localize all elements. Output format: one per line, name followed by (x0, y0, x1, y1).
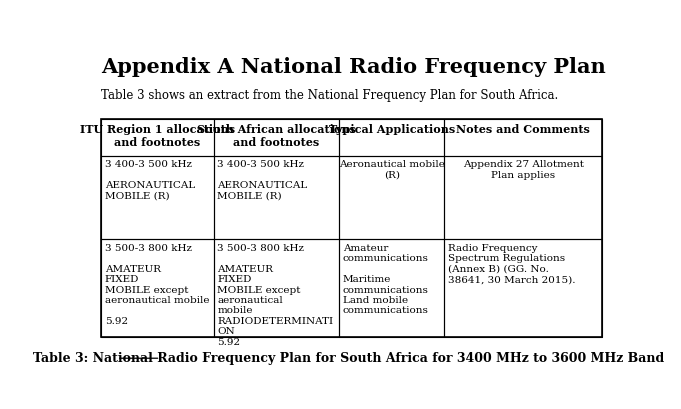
Text: Appendix 27 Allotment
Plan applies: Appendix 27 Allotment Plan applies (463, 160, 584, 179)
Text: 3 400-3 500 kHz

AERONAUTICAL
MOBILE (R): 3 400-3 500 kHz AERONAUTICAL MOBILE (R) (105, 160, 195, 200)
Text: Table 3 shows an extract from the National Frequency Plan for South Africa.: Table 3 shows an extract from the Nation… (101, 88, 558, 101)
Text: Typical Applications: Typical Applications (329, 124, 455, 135)
Text: 3 500-3 800 kHz

AMATEUR
FIXED
MOBILE except
aeronautical mobile

5.92: 3 500-3 800 kHz AMATEUR FIXED MOBILE exc… (105, 243, 209, 325)
Text: Notes and Comments: Notes and Comments (456, 124, 590, 135)
Text: 3 500-3 800 kHz

AMATEUR
FIXED
MOBILE except
aeronautical
mobile
RADIODETERMINAT: 3 500-3 800 kHz AMATEUR FIXED MOBILE exc… (217, 243, 334, 346)
Bar (214, 156, 339, 240)
Text: 3 400-3 500 kHz

AERONAUTICAL
MOBILE (R): 3 400-3 500 kHz AERONAUTICAL MOBILE (R) (217, 160, 308, 200)
Text: South African allocations
and footnotes: South African allocations and footnotes (197, 124, 356, 148)
Text: ITU Region 1 allocations
and footnotes: ITU Region 1 allocations and footnotes (80, 124, 235, 148)
Bar (339, 240, 445, 337)
Bar (445, 120, 602, 156)
Bar (214, 240, 339, 337)
Text: Table 3: National Radio Frequency Plan for South Africa for 3400 MHz to 3600 MHz: Table 3: National Radio Frequency Plan f… (33, 351, 665, 364)
Text: Amateur
communications

Maritime
communications
Land mobile
communications: Amateur communications Maritime communic… (343, 243, 428, 315)
Bar (101, 120, 602, 337)
Bar (101, 156, 214, 240)
Bar (445, 240, 602, 337)
Bar (339, 156, 445, 240)
Text: Radio Frequency
Spectrum Regulations
(Annex B) (GG. No.
38641, 30 March 2015).: Radio Frequency Spectrum Regulations (An… (448, 243, 575, 283)
Bar (339, 120, 445, 156)
Text: Appendix A National Radio Frequency Plan: Appendix A National Radio Frequency Plan (101, 57, 605, 77)
Bar (101, 240, 214, 337)
Bar (214, 120, 339, 156)
Text: Aeronautical mobile
(R): Aeronautical mobile (R) (339, 160, 445, 179)
Bar (101, 120, 214, 156)
Bar (445, 156, 602, 240)
